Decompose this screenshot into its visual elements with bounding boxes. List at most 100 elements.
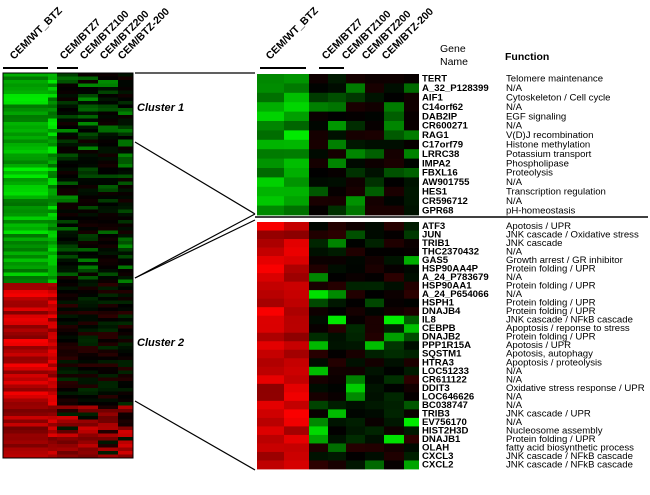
gene-function: N/A	[506, 196, 523, 207]
detail-cell	[384, 205, 404, 216]
detail-cell	[309, 417, 328, 427]
overview-cell	[78, 139, 98, 144]
detail-cell	[346, 186, 365, 197]
detail-cell	[346, 281, 365, 291]
overview-cell	[3, 94, 48, 98]
overview-cell	[118, 339, 133, 343]
detail-cell	[384, 121, 404, 131]
detail-cell	[257, 256, 284, 265]
overview-cell	[78, 153, 98, 158]
overview-cell	[78, 272, 98, 277]
overview-cell	[57, 353, 78, 357]
gene-name: CR611122	[422, 374, 467, 385]
detail-cell	[404, 177, 419, 188]
overview-cell	[98, 132, 118, 137]
overview-cell	[118, 108, 133, 112]
overview-cell	[78, 447, 98, 452]
overview-cell	[48, 335, 57, 340]
detail-cell	[257, 392, 284, 402]
overview-cell	[78, 195, 98, 200]
overview-cell	[48, 440, 57, 445]
detail-cell	[309, 375, 328, 385]
gene-name-header-line1: Gene	[440, 43, 466, 55]
overview-cell	[48, 213, 57, 217]
gene-function: N/A	[506, 102, 523, 113]
overview-cell	[98, 325, 118, 329]
overview-cell	[118, 174, 133, 179]
detail-cell	[365, 426, 384, 436]
overview-cell	[118, 146, 133, 151]
overview-cell	[57, 178, 78, 182]
detail-cell	[257, 332, 284, 342]
overview-cell	[57, 416, 78, 420]
overview-cell	[98, 332, 118, 336]
detail-cell	[346, 102, 365, 112]
detail-cell	[365, 222, 384, 231]
detail-cell	[284, 290, 309, 300]
overview-cell	[3, 391, 48, 396]
gene-name: DNAJB2	[422, 332, 460, 343]
overview-cell	[98, 437, 118, 441]
overview-cell	[78, 423, 98, 427]
overview-cell	[78, 220, 98, 224]
overview-cell	[57, 122, 78, 126]
overview-cell	[48, 262, 57, 266]
detail-cell	[284, 443, 309, 453]
overview-cell	[48, 388, 57, 392]
overview-cell	[57, 272, 78, 277]
detail-cell	[384, 92, 404, 103]
gene-function: N/A	[506, 400, 523, 411]
overview-cell	[3, 398, 48, 403]
overview-cell	[98, 153, 118, 158]
detail-cell	[284, 111, 309, 122]
detail-cell	[404, 315, 419, 325]
detail-cell	[328, 400, 346, 410]
overview-cell	[118, 314, 133, 319]
detail-cell	[328, 130, 346, 141]
overview-cell	[98, 363, 118, 368]
overview-cell	[118, 251, 133, 256]
overview-cell	[57, 199, 78, 203]
overview-cell	[57, 398, 78, 403]
overview-cell	[48, 265, 57, 270]
detail-cell	[346, 139, 365, 150]
detail-cell	[309, 324, 328, 334]
overview-cell	[98, 223, 118, 228]
overview-cell	[48, 307, 57, 312]
overview-cell	[48, 129, 57, 133]
detail-cell	[309, 400, 328, 410]
detail-cell	[328, 409, 346, 419]
overview-cell	[3, 132, 48, 137]
overview-cell	[57, 255, 78, 259]
detail-cell	[328, 281, 346, 291]
detail-cell	[404, 307, 419, 317]
overview-cell	[118, 94, 133, 98]
gene-function: Growth arrest / GR inhibitor	[506, 255, 624, 266]
overview-cell	[48, 402, 57, 406]
overview-cell	[78, 402, 98, 406]
gene-function: fatty acid biosynthetic process	[506, 442, 634, 453]
overview-cell	[57, 174, 78, 179]
detail-cell	[365, 315, 384, 325]
detail-cell	[309, 186, 328, 197]
gene-function: Apoptosis / reponse to stress	[506, 323, 630, 334]
overview-cell	[3, 237, 48, 242]
overview-cell	[3, 346, 48, 350]
overview-cell	[48, 297, 57, 301]
overview-cell	[118, 83, 133, 88]
gene-function: Apotosis / UPR	[506, 340, 571, 351]
overview-cell	[57, 363, 78, 368]
detail-cell	[404, 205, 419, 216]
detail-cell	[257, 290, 284, 300]
detail-cell	[404, 451, 419, 461]
detail-cell	[404, 358, 419, 368]
detail-cell	[346, 168, 365, 178]
detail-cell	[328, 417, 346, 427]
overview-cell	[57, 230, 78, 235]
overview-cell	[78, 251, 98, 256]
overview-cell	[3, 447, 48, 452]
overview-cell	[57, 440, 78, 445]
detail-cell	[328, 298, 346, 308]
detail-cell	[404, 290, 419, 300]
overview-cell	[118, 199, 133, 203]
